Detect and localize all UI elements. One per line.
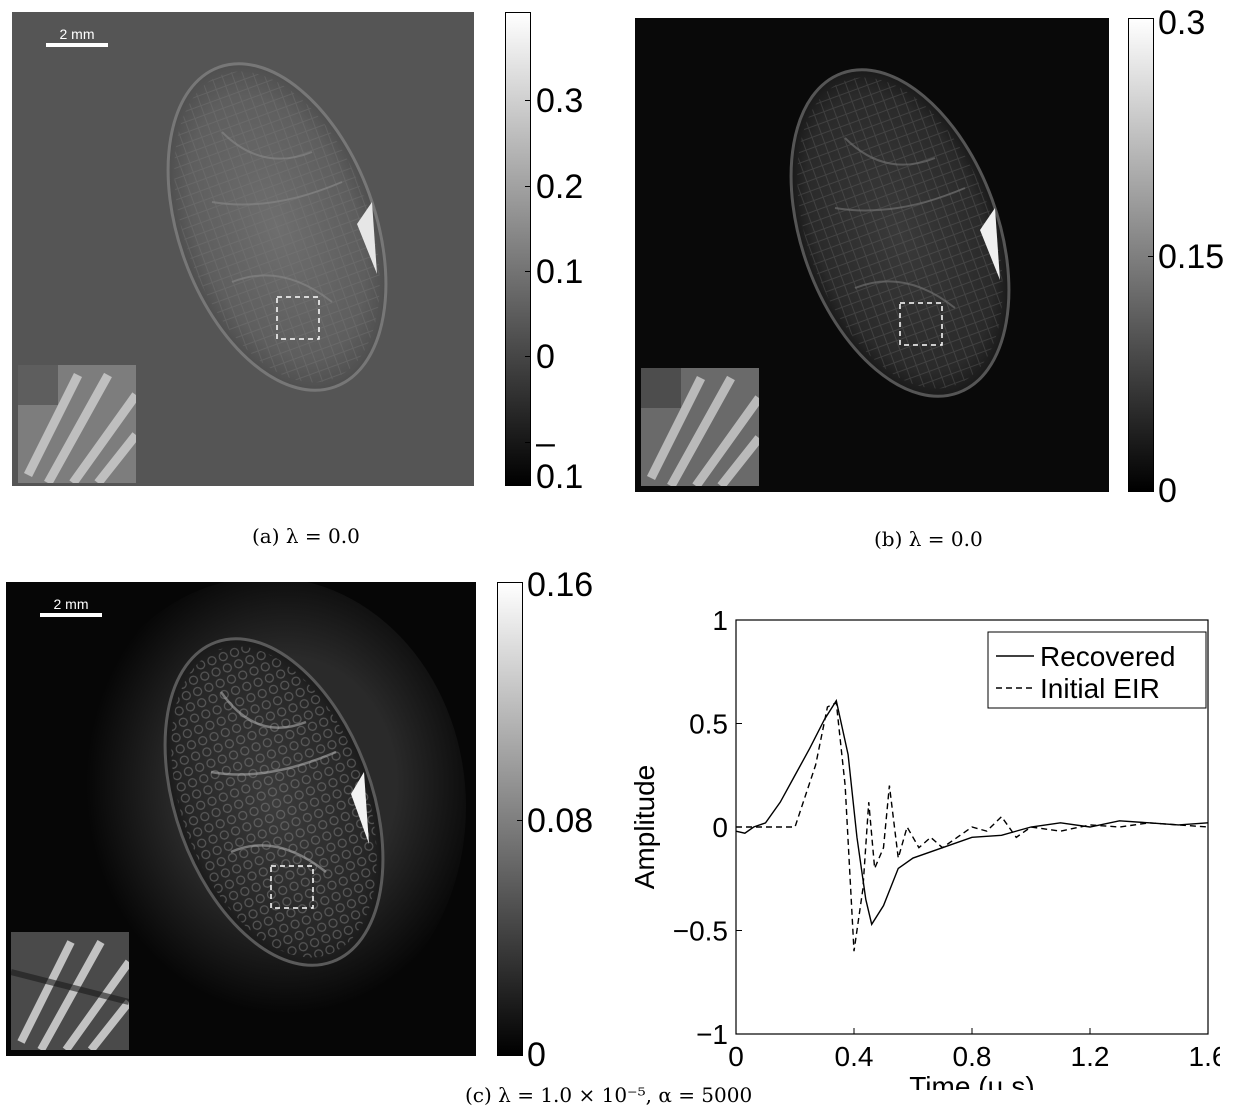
x-tick-label: 1.6 [1189,1041,1220,1072]
zoom-inset-b [641,368,759,486]
x-tick-label: 0.4 [835,1041,874,1072]
colorbar-c [497,582,523,1056]
series-line-initial-eir [736,701,1209,952]
caption-b: (b) λ = 0.0 [874,527,983,551]
caption-a: (a) λ = 0.0 [252,524,360,548]
series-line-recovered [735,698,1209,927]
reconstruction-image-a: 2 mm [12,12,474,486]
x-tick-label: 0 [728,1041,744,1072]
x-tick-label: 0.8 [953,1041,992,1072]
scale-bar-a: 2 mm [46,26,108,47]
scale-bar-label: 2 mm [53,596,89,612]
colorbar-tick: 0.16 [527,566,594,604]
eir-line-chart: 0 0.4 0.8 1.2 1.6 1 0.5 0 −0.5 −1 Time (µ s) Ampl… [629,605,1220,1090]
y-tick-label: 0.5 [689,709,728,740]
reconstruction-image-c: 2 mm [6,582,476,1056]
colorbar-tick: 0 [1158,472,1177,510]
colorbar-tick: 0.15 [1158,238,1225,276]
colorbar-tick: 0 [536,338,555,376]
colorbar-tick: 0.3 [1158,4,1206,42]
colorbar-tick: 0.1 [536,253,584,291]
colorbar-b [1128,18,1154,492]
colorbar-tick: –0.1 [536,424,584,496]
colorbar-a [505,12,531,486]
zoom-region-box [899,302,943,346]
zoom-region-box [270,865,314,909]
legend-label: Recovered [1040,641,1175,672]
y-axis-label: Amplitude [629,765,660,890]
colorbar-tick: 0 [527,1036,546,1074]
colorbar-tick: 0.2 [536,168,584,206]
x-tick-label: 1.2 [1071,1041,1110,1072]
y-tick-label: 1 [712,605,728,636]
y-tick-label: −0.5 [673,916,728,947]
zoom-region-box [276,296,320,340]
legend-label: Initial EIR [1040,673,1160,704]
y-tick-label: −1 [696,1019,728,1050]
colorbar-tick: 0.3 [536,82,584,120]
y-tick-label: 0 [712,812,728,843]
scale-bar-label: 2 mm [59,26,95,42]
colorbar-tick: 0.08 [527,802,594,840]
reconstruction-image-b [635,18,1109,492]
caption-c: (c) λ = 1.0 × 10⁻⁵, α = 5000 [465,1083,753,1107]
legend-box [987,631,1207,709]
zoom-inset-a [18,365,136,483]
scale-bar-c: 2 mm [40,596,102,617]
x-axis-label: Time (µ s) [909,1071,1035,1090]
zoom-inset-c [11,932,129,1050]
